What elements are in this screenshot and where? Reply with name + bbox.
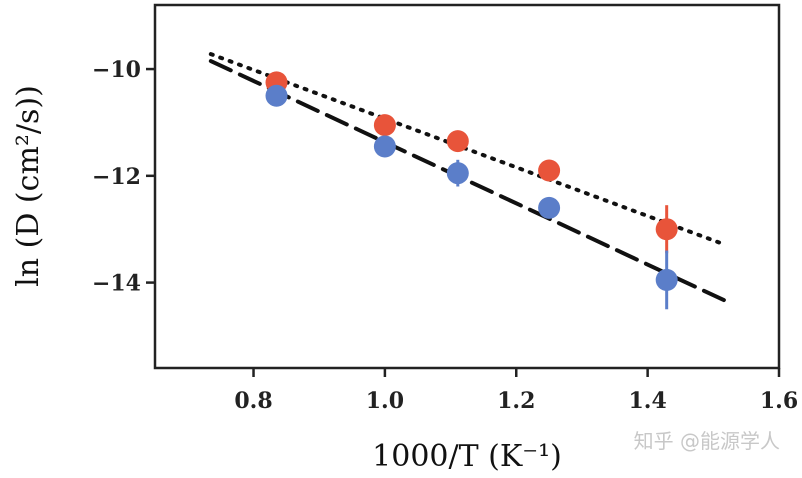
data-points (265, 71, 678, 310)
data-point (655, 268, 678, 291)
fit-line-dashed (208, 59, 729, 304)
y-tick-label: −14 (92, 271, 141, 297)
x-tick-label: 1.4 (628, 388, 666, 414)
data-point (538, 196, 561, 219)
data-point (655, 218, 678, 241)
x-tick-label: 1.2 (497, 388, 535, 414)
data-point (446, 130, 469, 153)
x-axis-ticks: 0.8 1.0 1.2 1.4 1.6 (234, 368, 798, 414)
data-point (265, 84, 288, 107)
x-axis-label: 1000/T (K⁻¹) (372, 439, 562, 474)
data-point (373, 114, 396, 137)
watermark: 知乎 @能源学人 (634, 429, 780, 453)
data-point (373, 135, 396, 158)
y-tick-label: −10 (92, 57, 141, 83)
plot-frame (153, 3, 781, 370)
x-tick-label: 0.8 (234, 388, 272, 414)
fit-line-dotted (208, 52, 729, 248)
y-axis-ticks: −10 −12 −14 (92, 57, 155, 297)
data-point (538, 159, 561, 182)
y-tick-label: −12 (92, 164, 141, 190)
fit-lines (208, 52, 729, 304)
x-tick-label: 1.6 (760, 388, 798, 414)
y-axis-label: ln (D (cm²/s)) (11, 85, 46, 287)
data-point (446, 162, 469, 185)
x-tick-label: 1.0 (366, 388, 404, 414)
